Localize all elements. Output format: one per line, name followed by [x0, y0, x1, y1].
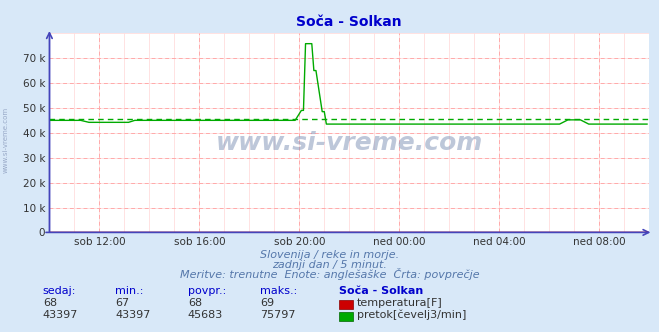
Text: 67: 67	[115, 298, 129, 308]
Text: sedaj:: sedaj:	[43, 286, 76, 296]
Text: 45683: 45683	[188, 310, 223, 320]
Text: min.:: min.:	[115, 286, 144, 296]
Title: Soča - Solkan: Soča - Solkan	[297, 15, 402, 29]
Text: povpr.:: povpr.:	[188, 286, 226, 296]
Text: zadnji dan / 5 minut.: zadnji dan / 5 minut.	[272, 260, 387, 270]
Text: Soča - Solkan: Soča - Solkan	[339, 286, 424, 296]
Text: Meritve: trenutne  Enote: anglešaške  Črta: povprečje: Meritve: trenutne Enote: anglešaške Črta…	[180, 268, 479, 280]
Text: 43397: 43397	[115, 310, 151, 320]
Text: 68: 68	[188, 298, 202, 308]
Text: 68: 68	[43, 298, 57, 308]
Text: www.si-vreme.com: www.si-vreme.com	[215, 131, 483, 155]
Text: www.si-vreme.com: www.si-vreme.com	[2, 106, 9, 173]
Text: maks.:: maks.:	[260, 286, 298, 296]
Text: pretok[čevelj3/min]: pretok[čevelj3/min]	[357, 309, 467, 320]
Text: temperatura[F]: temperatura[F]	[357, 298, 443, 308]
Text: 75797: 75797	[260, 310, 296, 320]
Text: Slovenija / reke in morje.: Slovenija / reke in morje.	[260, 250, 399, 260]
Text: 69: 69	[260, 298, 274, 308]
Text: 43397: 43397	[43, 310, 78, 320]
